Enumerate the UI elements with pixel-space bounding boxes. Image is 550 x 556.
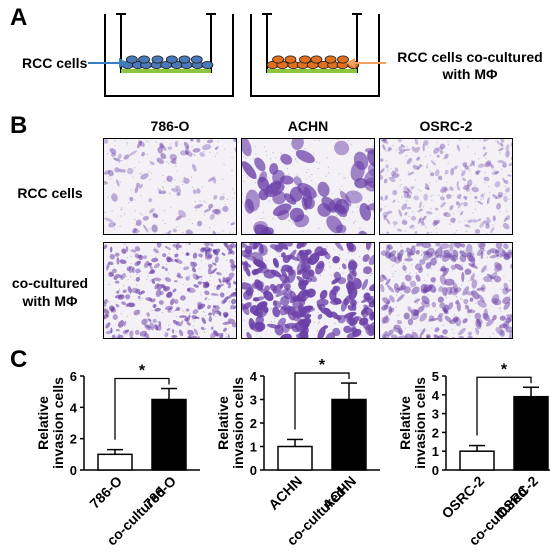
y-axis-label-line1: Relative	[35, 396, 51, 450]
bar-control	[97, 453, 133, 471]
panel-b-letter: B	[10, 112, 28, 139]
column-header-achn: ACHN	[287, 118, 329, 134]
arrow-left	[88, 58, 128, 68]
membrane-right	[267, 69, 357, 73]
y-tick-label: 4	[432, 388, 440, 403]
micrograph-osrc-2-rcc	[379, 138, 513, 235]
bar-chart-achn: Relative invasion cells 0 1 2 3 4 ACHN co-cultur…	[180, 356, 380, 556]
y-axis-label-line1: Relative	[397, 396, 413, 450]
y-tick-label: 1	[432, 444, 439, 459]
significance-star: *	[139, 363, 146, 380]
x-tick-label: ACHN	[265, 473, 305, 513]
y-tick-label: 2	[432, 425, 439, 440]
bar-co-cultured	[513, 395, 549, 471]
significance-star: *	[501, 361, 508, 378]
micrograph-achn-rcc	[241, 138, 375, 235]
rcc-cells-label: RCC cells	[22, 55, 88, 71]
y-tick-label: 3	[250, 393, 257, 408]
y-tick-label: 0	[432, 463, 439, 478]
y-tick-label: 2	[250, 416, 257, 431]
y-tick-label: 5	[432, 369, 439, 384]
row-header-co-cultured-line2: with MΦ	[22, 293, 78, 309]
panel-c-letter: C	[10, 346, 28, 373]
column-header-osrc-2: OSRC-2	[419, 118, 473, 134]
row-header-co-cultured: co-cultured with MΦ	[0, 274, 100, 310]
bar-chart-osrc-2: Relative invasion cells 0 1 2 3 4 5 OSRC-2 co-cul…	[362, 356, 550, 556]
x-tick-label: ACHN	[319, 473, 359, 513]
co-cultured-cells-cluster	[266, 55, 360, 70]
y-axis-label-line2: invasion cells	[50, 377, 66, 469]
micrograph-achn-co-cultured	[241, 242, 375, 339]
significance-bracket	[294, 372, 350, 430]
bar-co-cultured	[331, 398, 367, 471]
significance-star: *	[319, 357, 326, 374]
y-axis-label-line2: invasion cells	[230, 377, 246, 469]
bar-chart-786-o: Relative invasion cells 0 2 4 6 786-O co-cultur…	[0, 356, 200, 556]
x-tick-label: OSRC-2	[438, 473, 487, 522]
y-tick-label: 0	[250, 463, 257, 478]
micrograph-osrc-2-co-cultured	[379, 242, 513, 339]
significance-bracket	[476, 376, 532, 436]
bar-control	[459, 450, 495, 471]
y-tick-label: 3	[432, 407, 439, 422]
x-tick-label: 786-O	[140, 473, 179, 512]
bar-control	[277, 445, 313, 471]
y-tick-label: 2	[70, 432, 77, 447]
micrograph-786-o-rcc	[103, 138, 237, 235]
y-tick-label: 4	[250, 369, 258, 384]
bar-co-cultured	[151, 398, 187, 471]
y-tick-label: 0	[70, 463, 77, 478]
y-tick-label: 1	[250, 440, 257, 455]
x-tick-label: OSRC-2	[492, 473, 541, 522]
transwell-left	[104, 13, 234, 97]
panel-a-letter: A	[10, 4, 28, 31]
y-tick-label: 4	[70, 400, 78, 415]
y-tick-label: 6	[70, 369, 77, 384]
membrane-left	[121, 69, 211, 73]
micrograph-786-o-co-cultured	[103, 242, 237, 339]
column-header-786-o: 786-O	[150, 118, 190, 134]
co-cultured-label-line2: with MΦ	[442, 66, 498, 82]
row-header-rcc-cells-line1: RCC cells	[17, 185, 83, 201]
co-cultured-label: RCC cells co-cultured with MΦ	[390, 49, 550, 83]
co-cultured-label-line1: RCC cells co-cultured	[397, 49, 543, 65]
transwell-right	[250, 13, 380, 97]
y-axis-label-line1: Relative	[215, 396, 231, 450]
transwell-schematic	[88, 13, 386, 97]
significance-bracket	[114, 377, 170, 440]
rcc-cells-cluster	[121, 55, 214, 70]
row-header-rcc-cells: RCC cells	[0, 184, 100, 202]
y-axis-label-line2: invasion cells	[412, 377, 428, 469]
row-header-co-cultured-line1: co-cultured	[11, 275, 89, 291]
arrow-right	[346, 58, 386, 68]
x-tick-label: 786-O	[86, 473, 125, 512]
